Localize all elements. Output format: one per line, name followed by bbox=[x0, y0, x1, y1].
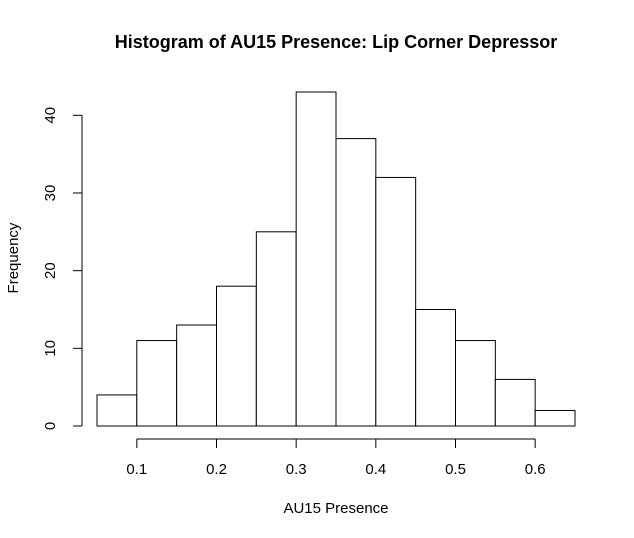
x-tick-label: 0.5 bbox=[445, 461, 466, 478]
x-tick-label: 0.1 bbox=[126, 461, 147, 478]
bars-layer bbox=[96, 91, 576, 427]
x-tick-label: 0.2 bbox=[206, 461, 227, 478]
histogram-bar bbox=[176, 324, 217, 427]
y-tick-label: 0 bbox=[42, 422, 59, 430]
histogram-bar bbox=[534, 409, 576, 427]
histogram-bar bbox=[96, 394, 138, 427]
histogram-bar bbox=[375, 176, 417, 427]
x-tick-label: 0.3 bbox=[286, 461, 307, 478]
histogram-bar bbox=[494, 378, 536, 427]
histogram-bar bbox=[335, 138, 377, 427]
histogram-bar bbox=[455, 340, 496, 427]
x-axis: 0.1 0.2 0.3 0.4 0.5 0.6 bbox=[126, 438, 546, 478]
y-tick-label: 10 bbox=[42, 340, 59, 357]
chart-title: Histogram of AU15 Presence: Lip Corner D… bbox=[115, 32, 557, 52]
histogram-bar bbox=[255, 231, 297, 427]
y-axis-label: Frequency bbox=[5, 222, 22, 293]
histogram-bar bbox=[295, 91, 337, 427]
x-tick-label: 0.4 bbox=[365, 461, 386, 478]
x-tick-label: 0.6 bbox=[525, 461, 546, 478]
histogram-bar bbox=[136, 340, 178, 427]
x-axis-label: AU15 Presence bbox=[283, 500, 388, 517]
y-tick-label: 30 bbox=[42, 185, 59, 202]
y-tick-label: 40 bbox=[42, 107, 59, 124]
y-axis: 0 10 20 30 40 bbox=[42, 107, 83, 430]
histogram-bar bbox=[216, 285, 257, 427]
histogram-bar bbox=[415, 308, 457, 427]
y-tick-label: 20 bbox=[42, 262, 59, 279]
